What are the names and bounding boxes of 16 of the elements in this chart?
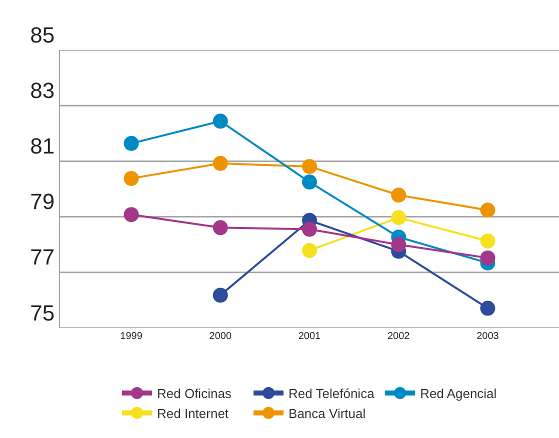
legend-label: Red Telefónica <box>288 386 376 402</box>
x-tick-label: 1999 <box>120 331 143 342</box>
x-tick-label: 2000 <box>209 331 232 342</box>
x-tick-label: 2001 <box>298 331 322 342</box>
y-tick-label: 81 <box>30 134 55 158</box>
y-tick-label: 85 <box>30 22 55 48</box>
legend-label: Red Oficinas <box>157 386 232 402</box>
x-tick-label: 2003 <box>476 331 500 342</box>
legend-label: Banca Virtual <box>288 406 366 421</box>
y-tick-label: 75 <box>30 300 55 326</box>
x-tick-label: 2002 <box>387 331 410 342</box>
legend-label: Red Agencial <box>420 386 497 402</box>
y-tick-label: 79 <box>30 189 55 214</box>
legend-label: Red Internet <box>157 406 229 421</box>
y-tick-label: 83 <box>30 78 55 103</box>
y-tick-label: 77 <box>30 244 55 270</box>
